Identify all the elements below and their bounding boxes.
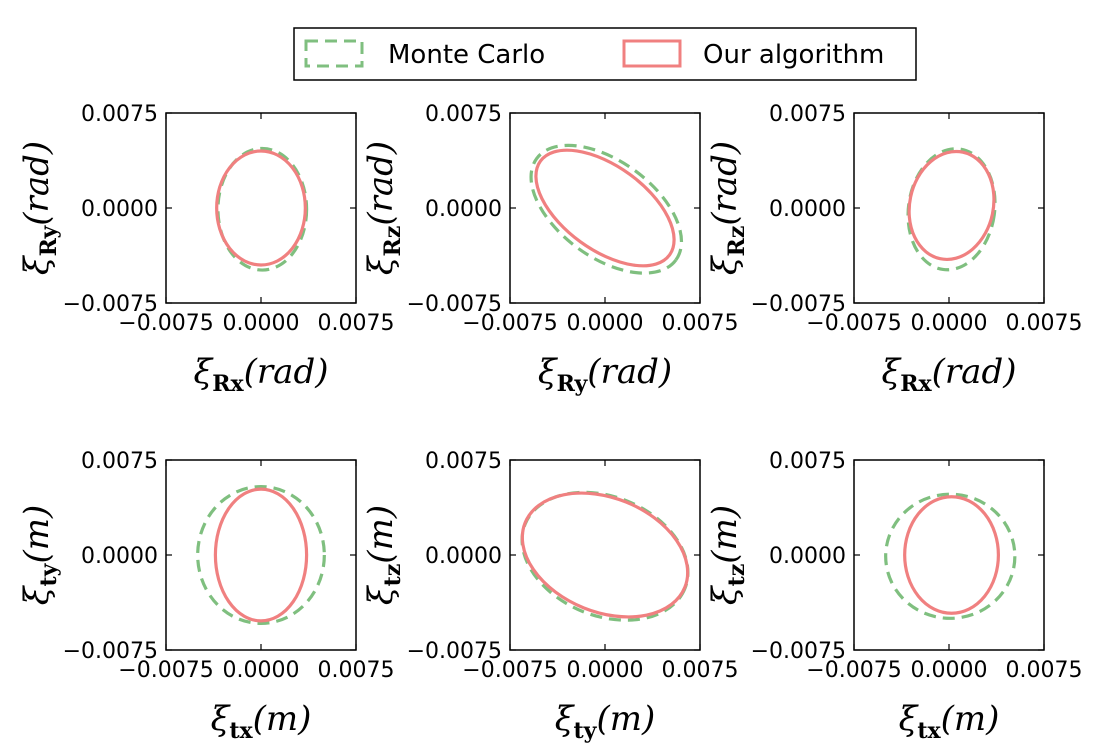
y-tick-label: −0.0075 [407, 292, 502, 317]
subplot-grid: −0.0075 0.0000 0.0075 −0.0075 0.0000 0.0075 ξR… [17, 102, 1082, 744]
y-axis-label: ξRy(rad) [17, 141, 62, 275]
y-tick-label: 0.0000 [769, 544, 846, 569]
x-tick-label: 0.0075 [662, 311, 739, 336]
y-tick-label: 0.0075 [81, 449, 158, 474]
x-tick-label: 0.0075 [662, 658, 739, 683]
x-tick-label: −0.0075 [806, 311, 901, 336]
y-tick-label: −0.0075 [407, 639, 502, 664]
y-axis-label: ξtz(m) [361, 505, 406, 605]
series-our-algorithm [215, 149, 307, 267]
series-monte-carlo [196, 485, 326, 626]
legend-label-our-algorithm: Our algorithm [703, 40, 884, 70]
y-tick-label: −0.0075 [63, 639, 158, 664]
plot-frame [509, 459, 701, 651]
x-tick-label: 0.0000 [911, 311, 988, 336]
legend-frame [293, 27, 917, 81]
legend-swatch-monte-carlo [304, 39, 364, 68]
subplot-3: −0.0075 0.0000 0.0075 −0.0075 0.0000 0.0075 ξR… [705, 102, 1082, 397]
x-tick-label: 0.0075 [1006, 311, 1083, 336]
y-tick-label: 0.0075 [81, 102, 158, 127]
x-axis-label: ξRy(rad) [538, 352, 672, 397]
x-axis-label: ξtx(m) [899, 699, 1000, 744]
y-tick-label: 0.0075 [425, 102, 502, 127]
series-monte-carlo [906, 147, 997, 272]
y-tick-label: 0.0075 [769, 102, 846, 127]
legend-label-monte-carlo: Monte Carlo [388, 40, 545, 70]
series-monte-carlo [529, 143, 684, 275]
series-our-algorithm [534, 148, 676, 268]
x-tick-label: −0.0075 [462, 311, 557, 336]
x-tick-label: 0.0075 [318, 311, 395, 336]
y-tick-label: −0.0075 [751, 639, 846, 664]
series-our-algorithm [907, 149, 996, 262]
x-axis-label: ξty(m) [555, 699, 655, 744]
y-tick-label: 0.0000 [81, 197, 158, 222]
y-tick-label: 0.0075 [769, 449, 846, 474]
y-tick-label: −0.0075 [63, 292, 158, 317]
x-axis-label: ξRx(rad) [194, 352, 329, 397]
subplot-1: −0.0075 0.0000 0.0075 −0.0075 0.0000 0.0075 ξR… [17, 102, 394, 397]
subplot-2: −0.0075 0.0000 0.0075 −0.0075 0.0000 0.0075 ξR… [361, 102, 738, 397]
plot-frame [853, 112, 1045, 304]
series-our-algorithm [520, 491, 690, 619]
y-axis-label: ξRz(rad) [705, 141, 750, 275]
legend: Monte Carlo Our algorithm [293, 27, 917, 81]
y-tick-label: 0.0075 [425, 449, 502, 474]
subplot-5: −0.0075 0.0000 0.0075 −0.0075 0.0000 0.0075 ξt… [361, 449, 738, 744]
x-tick-label: 0.0000 [911, 658, 988, 683]
x-axis-label: ξtx(m) [211, 699, 312, 744]
x-tick-label: −0.0075 [118, 311, 213, 336]
y-tick-label: 0.0000 [81, 544, 158, 569]
y-tick-label: 0.0000 [425, 197, 502, 222]
x-tick-label: 0.0000 [567, 311, 644, 336]
subplot-6: −0.0075 0.0000 0.0075−0.00750.00000.0075ξt… [705, 449, 1082, 744]
plot-frame [165, 112, 357, 304]
x-axis-label: ξRx(rad) [882, 352, 1017, 397]
y-tick-label: −0.0075 [751, 292, 846, 317]
x-tick-label: 0.0075 [1006, 658, 1083, 683]
y-axis-label: ξty(m) [17, 505, 62, 605]
series-monte-carlo [884, 492, 1017, 620]
y-tick-label: 0.0000 [425, 544, 502, 569]
plot-frame [853, 459, 1045, 651]
x-tick-label: 0.0075 [318, 658, 395, 683]
subplot-4: −0.0075 0.0000 0.0075−0.00750.00000.0075ξt… [17, 449, 394, 744]
x-tick-label: −0.0075 [118, 658, 213, 683]
x-tick-label: −0.0075 [806, 658, 901, 683]
series-our-algorithm [213, 487, 309, 623]
x-tick-label: 0.0000 [223, 658, 300, 683]
series-our-algorithm [903, 495, 1001, 615]
y-axis-label: ξtz(m) [705, 505, 750, 605]
x-tick-label: −0.0075 [462, 658, 557, 683]
y-axis-label: ξRz(rad) [361, 141, 406, 275]
legend-swatch-our-algorithm [622, 39, 682, 68]
x-tick-label: 0.0000 [223, 311, 300, 336]
y-tick-label: 0.0000 [769, 197, 846, 222]
x-tick-label: 0.0000 [567, 658, 644, 683]
plot-frame [509, 112, 701, 304]
